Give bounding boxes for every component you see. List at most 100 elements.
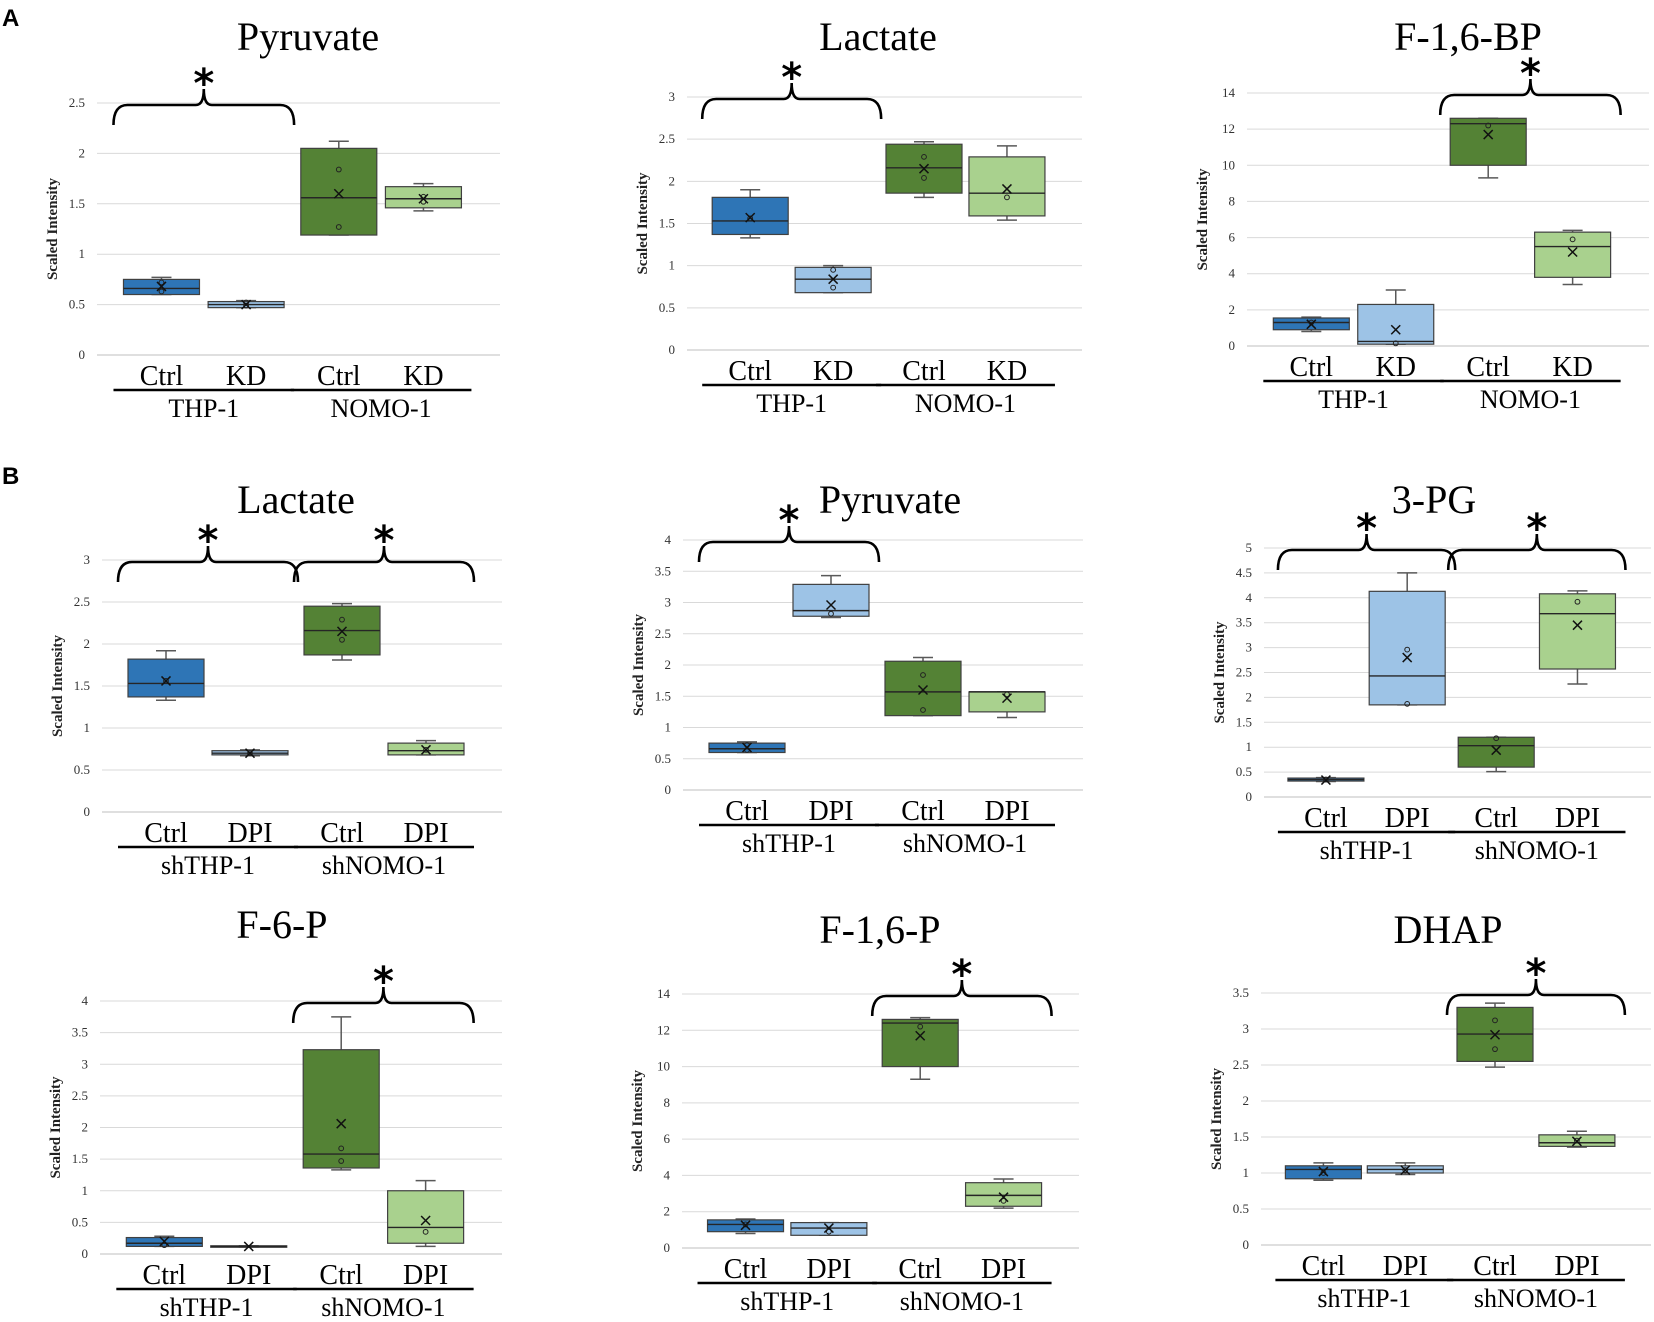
box-ctrl-2 (1456, 1002, 1534, 1068)
data-point (158, 288, 165, 295)
mean-marker (828, 274, 839, 285)
chart-title: Lactate (819, 14, 937, 59)
iqr-box (1457, 736, 1535, 768)
mean-marker (1402, 652, 1413, 663)
chart-7: F-1,6-P Scaled Intensity 0 2 4 6 8 10 12 14 Ctrl DP… (630, 907, 1079, 1316)
y-tick-label: 3.5 (1233, 985, 1249, 1000)
y-tick-label: 4.5 (1236, 565, 1252, 580)
box-dpi-1 (790, 1221, 868, 1237)
category-label: KD (1376, 352, 1416, 383)
y-tick-label: 0 (79, 347, 86, 362)
data-point (825, 1228, 832, 1235)
y-tick-label: 2.5 (1233, 1057, 1249, 1072)
y-tick-label: 1 (84, 720, 91, 735)
iqr-box (300, 147, 378, 236)
iqr-box (302, 1049, 380, 1169)
data-point (338, 1145, 345, 1152)
significance-star: * (198, 518, 219, 564)
y-axis-label: Scaled Intensity (50, 634, 66, 737)
mean-marker (1491, 745, 1502, 756)
box-ctrl-0 (706, 1218, 785, 1235)
significance-bracket (1438, 78, 1622, 116)
chart-8: DHAP Scaled Intensity 0 0.5 1 1.5 2 2.5 3 3.5 Ctrl… (1209, 907, 1651, 1313)
box-dpi-3 (1538, 1130, 1616, 1148)
category-label: DPI (984, 796, 1029, 827)
category-label: Ctrl (1304, 803, 1348, 834)
box-ctrl-2 (881, 1016, 959, 1081)
y-tick-label: 1 (79, 246, 86, 261)
data-point (1404, 646, 1411, 653)
y-tick-label: 3.5 (655, 563, 671, 578)
category-label: Ctrl (317, 361, 361, 392)
data-point (917, 1023, 924, 1030)
box-ctrl-2 (1457, 735, 1535, 773)
chart-title: 3-PG (1392, 477, 1476, 522)
y-tick-label: 2 (1246, 689, 1253, 704)
chart-1: Lactate Scaled Intensity 0 0.5 1 1.5 2 2.5 3 Ctrl… (635, 14, 1082, 418)
y-tick-label: 3 (669, 89, 676, 104)
mean-marker (825, 599, 837, 611)
data-point (422, 1228, 429, 1235)
data-point (161, 1242, 168, 1249)
mean-marker (1489, 1029, 1501, 1040)
y-tick-label: 8 (664, 1095, 671, 1110)
iqr-box (881, 1018, 959, 1068)
data-point (1492, 1017, 1498, 1024)
data-point (921, 175, 927, 181)
y-tick-label: 3.5 (1236, 615, 1252, 630)
y-tick-label: 2.5 (72, 1088, 88, 1103)
iqr-box (1538, 593, 1617, 670)
y-tick-label: 0 (84, 804, 91, 819)
iqr-box (1357, 303, 1435, 345)
category-label: Ctrl (1474, 803, 1518, 834)
box-kd-3 (1534, 229, 1612, 286)
y-tick-label: 6 (664, 1131, 671, 1146)
mean-marker (159, 1236, 170, 1247)
category-label: DPI (981, 1254, 1026, 1285)
data-point (1000, 1197, 1007, 1204)
mean-marker (915, 1030, 926, 1041)
group-label: THP-1 (756, 389, 827, 418)
box-dpi-3 (1538, 590, 1617, 685)
box-dpi-1 (211, 748, 289, 759)
category-label: DPI (1383, 1251, 1428, 1282)
chart-title: DHAP (1394, 907, 1503, 952)
iqr-box (1534, 231, 1612, 278)
data-point (335, 166, 342, 173)
data-point (423, 746, 429, 753)
category-label: KD (1552, 352, 1592, 383)
y-tick-label: 8 (1229, 193, 1236, 208)
box-dpi-3 (387, 1179, 465, 1248)
panel-label-a: A (2, 5, 19, 32)
y-tick-label: 0.5 (69, 297, 85, 312)
significance-bracket (1276, 533, 1457, 571)
mean-marker (1483, 129, 1494, 140)
data-point (247, 750, 253, 757)
box-ctrl-2 (300, 140, 378, 236)
category-label: Ctrl (319, 1260, 363, 1291)
box-dpi-1 (1368, 572, 1446, 707)
group-label: shNOMO-1 (321, 1293, 445, 1322)
y-tick-label: 0 (82, 1246, 89, 1261)
category-label: KD (813, 356, 853, 387)
category-label: Ctrl (143, 1260, 187, 1291)
box-dpi-3 (387, 739, 465, 756)
mean-marker (156, 281, 167, 292)
mean-marker (823, 1223, 834, 1234)
y-tick-label: 0 (1246, 789, 1253, 804)
significance-star: * (781, 55, 802, 101)
mean-marker (1320, 775, 1331, 786)
box-ctrl-0 (122, 276, 201, 296)
group-label: NOMO-1 (915, 389, 1016, 418)
y-tick-label: 0.5 (1233, 1201, 1249, 1216)
mean-marker (1567, 246, 1578, 258)
significance-bracket (116, 545, 300, 583)
y-tick-label: 14 (1222, 85, 1236, 100)
chart-title: F-1,6-BP (1394, 14, 1542, 59)
box-kd-1 (207, 299, 285, 310)
iqr-box (968, 691, 1046, 713)
significance-bracket (870, 979, 1053, 1017)
mean-marker (1306, 319, 1317, 330)
chart-title: Pyruvate (819, 477, 961, 522)
mean-marker (918, 163, 930, 174)
